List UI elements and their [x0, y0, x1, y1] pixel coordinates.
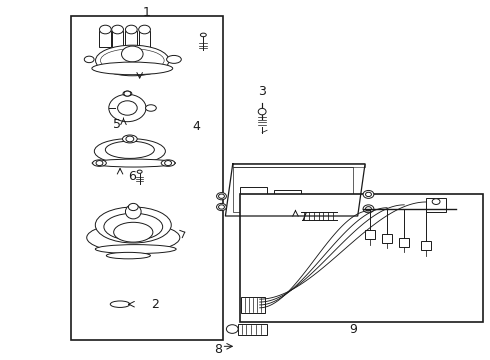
Bar	[71, 16, 223, 340]
Ellipse shape	[100, 49, 164, 72]
Bar	[240, 194, 483, 322]
Bar	[233, 167, 353, 212]
Text: 9: 9	[349, 323, 357, 336]
Circle shape	[165, 161, 172, 166]
Ellipse shape	[106, 252, 150, 259]
Ellipse shape	[84, 56, 94, 63]
Bar	[365, 230, 375, 239]
Text: 3: 3	[258, 85, 266, 98]
Ellipse shape	[104, 213, 163, 240]
Circle shape	[219, 194, 224, 198]
Ellipse shape	[122, 135, 137, 143]
Ellipse shape	[92, 62, 172, 75]
Ellipse shape	[217, 193, 226, 200]
Bar	[399, 238, 409, 247]
Ellipse shape	[95, 245, 176, 253]
Bar	[125, 31, 137, 47]
Bar	[139, 31, 150, 47]
Ellipse shape	[363, 190, 374, 198]
Ellipse shape	[125, 204, 141, 219]
Ellipse shape	[94, 139, 166, 164]
Ellipse shape	[96, 45, 169, 76]
Circle shape	[366, 192, 371, 197]
Circle shape	[124, 91, 131, 96]
Bar	[112, 31, 123, 47]
Circle shape	[99, 25, 111, 34]
Ellipse shape	[161, 160, 175, 166]
Ellipse shape	[146, 105, 156, 111]
Ellipse shape	[87, 223, 180, 252]
Ellipse shape	[96, 207, 172, 243]
Circle shape	[96, 161, 103, 166]
Text: 8: 8	[214, 343, 222, 356]
Ellipse shape	[123, 91, 132, 96]
Ellipse shape	[258, 108, 266, 115]
Text: 2: 2	[151, 298, 159, 311]
Circle shape	[366, 207, 371, 211]
Circle shape	[112, 25, 123, 34]
Ellipse shape	[363, 205, 374, 213]
Bar	[426, 198, 446, 212]
Circle shape	[122, 46, 143, 62]
Text: 5: 5	[113, 118, 121, 131]
Ellipse shape	[200, 33, 206, 37]
Circle shape	[432, 199, 440, 204]
Ellipse shape	[93, 160, 106, 166]
Bar	[238, 324, 267, 335]
Bar	[274, 190, 301, 202]
Circle shape	[125, 25, 137, 34]
Circle shape	[139, 25, 150, 34]
Text: 4: 4	[192, 120, 200, 132]
Text: 1: 1	[143, 6, 151, 19]
Ellipse shape	[110, 301, 130, 307]
Ellipse shape	[105, 141, 154, 158]
Bar	[421, 241, 431, 250]
Circle shape	[126, 136, 134, 142]
Circle shape	[118, 101, 137, 115]
Ellipse shape	[114, 222, 153, 242]
Circle shape	[128, 203, 138, 211]
Bar	[241, 297, 265, 313]
Circle shape	[226, 325, 238, 333]
Ellipse shape	[167, 55, 181, 63]
Ellipse shape	[137, 170, 142, 174]
Ellipse shape	[92, 159, 175, 167]
Text: 6: 6	[128, 170, 136, 183]
Ellipse shape	[217, 203, 226, 211]
Circle shape	[219, 205, 224, 209]
Circle shape	[109, 94, 146, 122]
Text: 7: 7	[300, 211, 308, 224]
Bar	[240, 187, 267, 203]
Bar	[99, 31, 111, 47]
Bar	[382, 234, 392, 243]
